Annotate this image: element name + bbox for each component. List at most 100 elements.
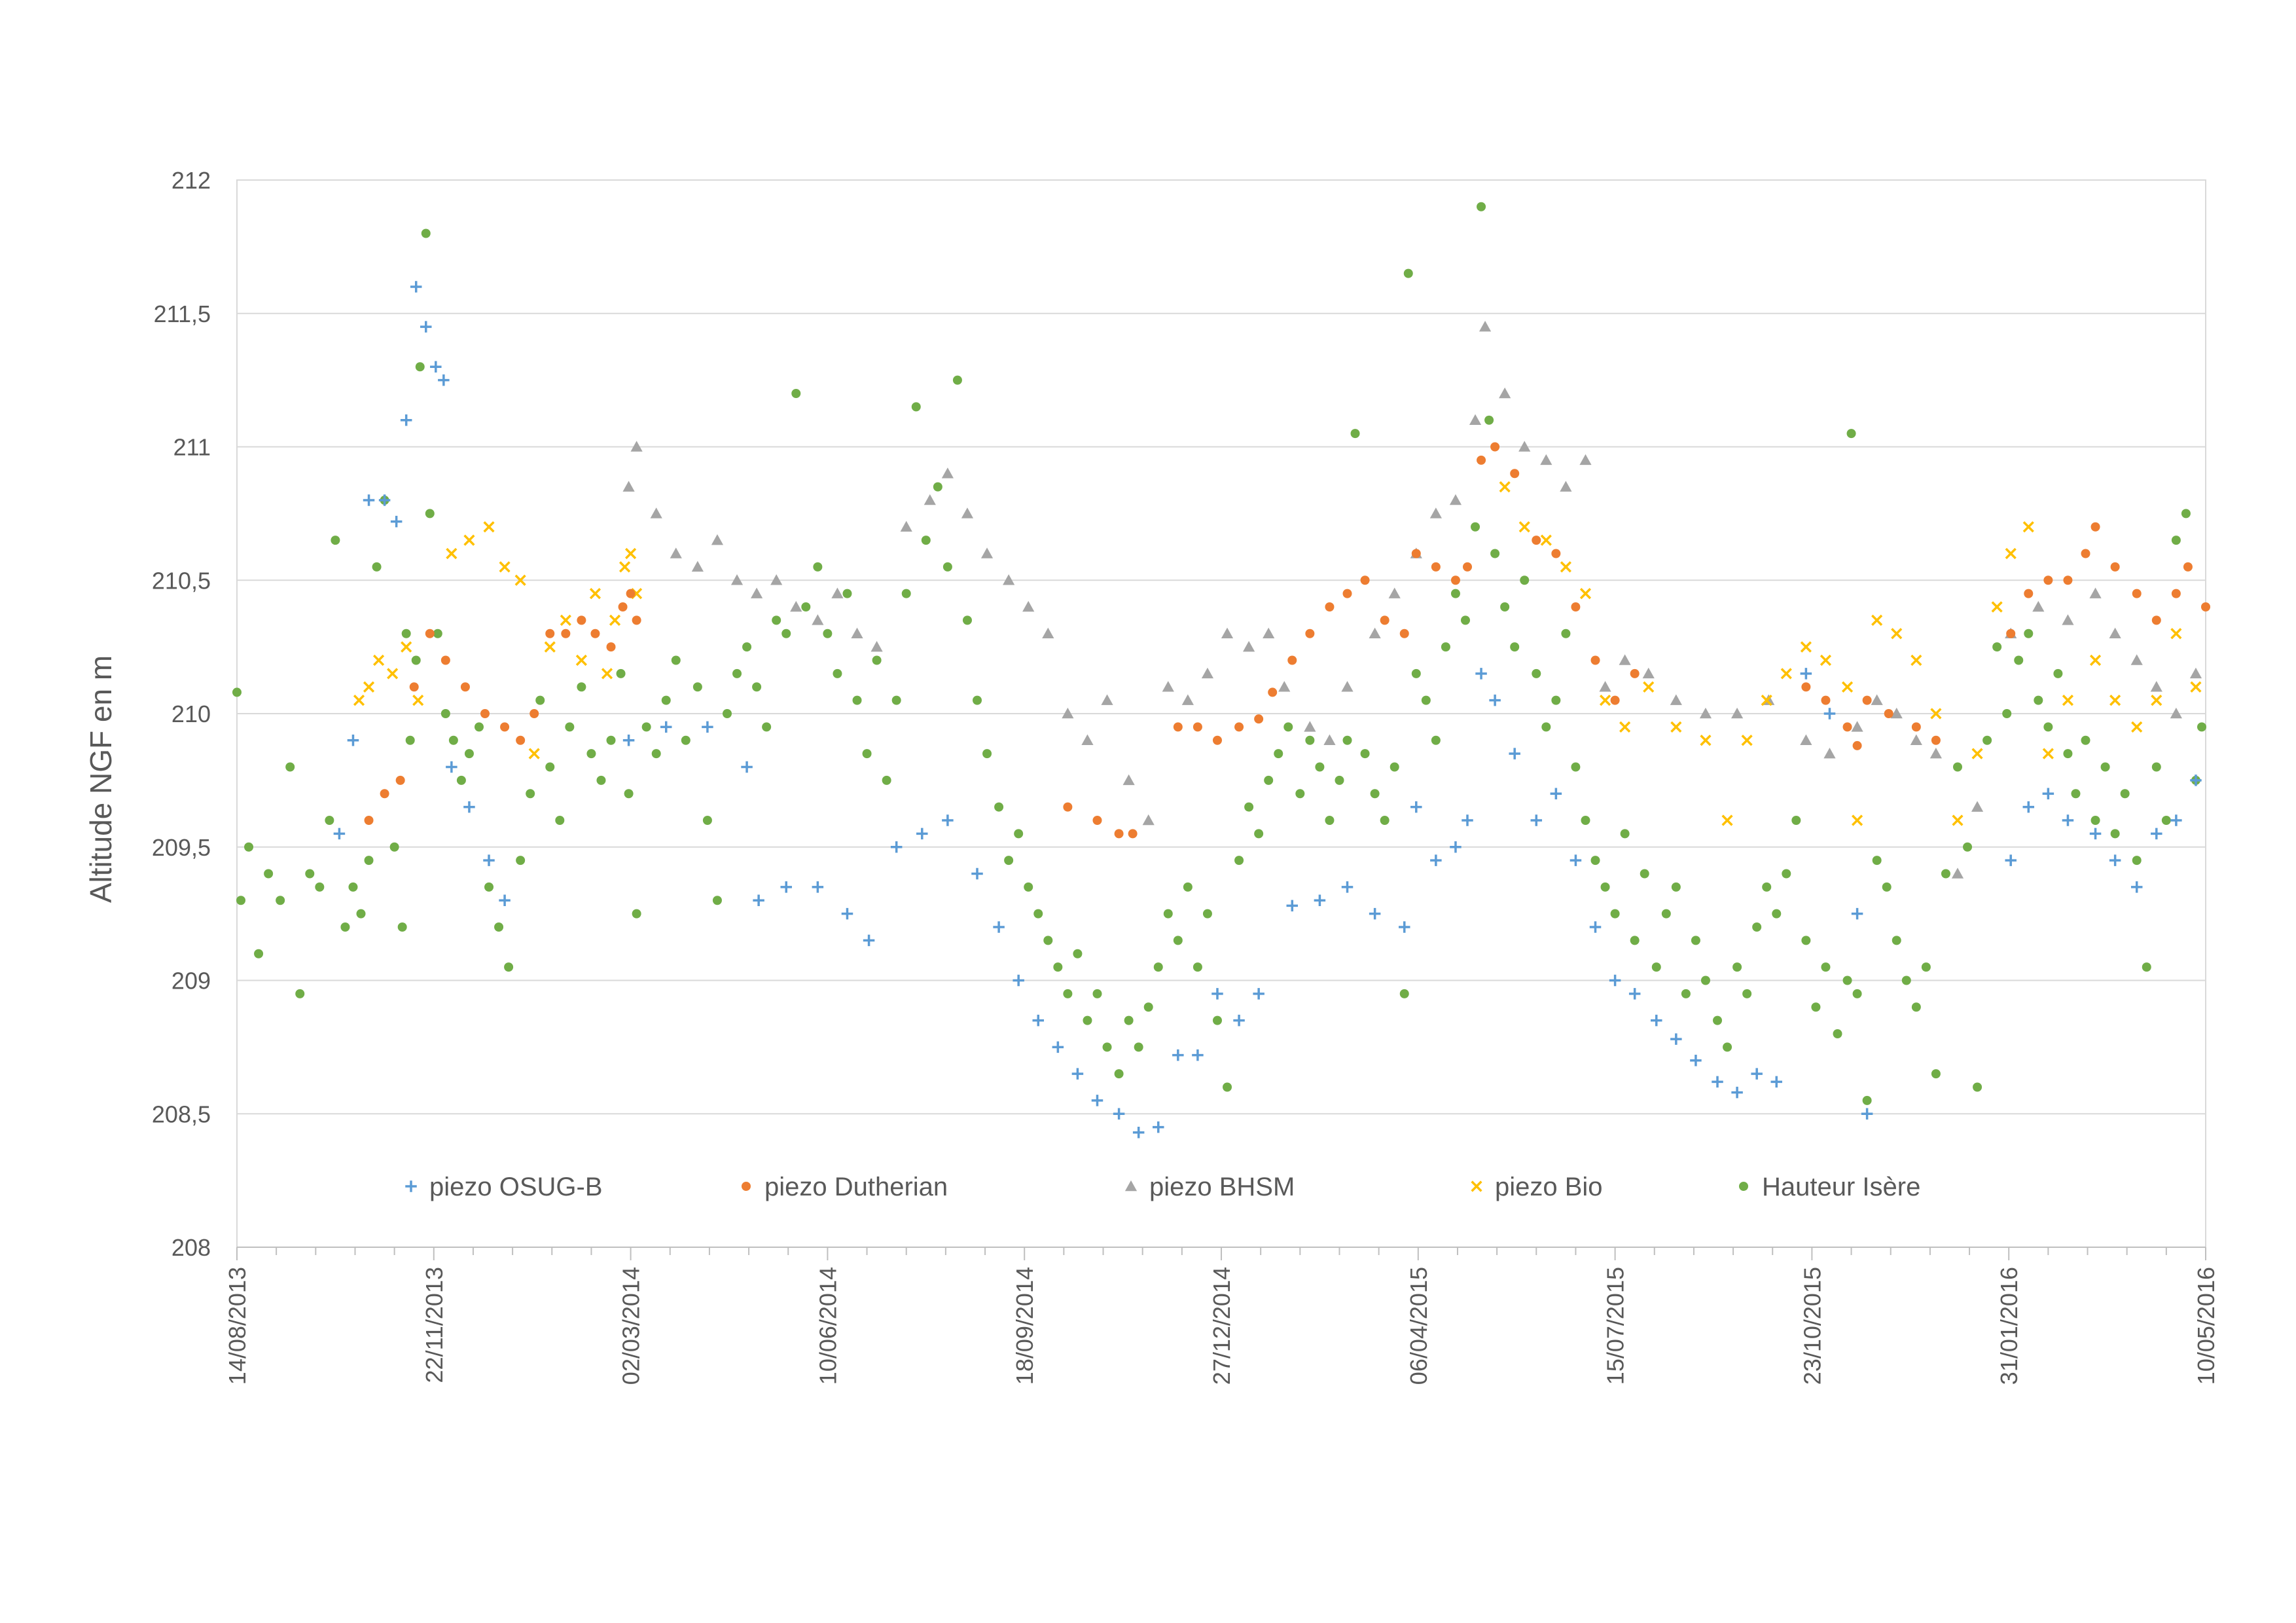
data-point bbox=[962, 615, 972, 625]
data-point bbox=[1910, 734, 1922, 746]
data-point bbox=[1731, 707, 1744, 719]
data-point bbox=[942, 562, 952, 572]
data-point bbox=[560, 614, 571, 626]
data-point bbox=[1471, 522, 1480, 532]
data-point bbox=[2190, 775, 2202, 786]
data-point bbox=[1852, 740, 1862, 750]
data-point bbox=[1450, 575, 1460, 585]
data-point bbox=[692, 682, 702, 692]
data-point bbox=[1628, 988, 1641, 1000]
data-point bbox=[1510, 469, 1520, 479]
data-point bbox=[1931, 1069, 1941, 1079]
data-point bbox=[1540, 454, 1552, 465]
data-point bbox=[870, 641, 883, 652]
data-point bbox=[1862, 1095, 1872, 1105]
data-point bbox=[1202, 909, 1212, 919]
data-point bbox=[1263, 627, 1275, 639]
data-point bbox=[1477, 455, 1486, 465]
data-point bbox=[753, 894, 764, 906]
data-point bbox=[1083, 1015, 1092, 1025]
data-point bbox=[1053, 962, 1063, 972]
data-point bbox=[660, 721, 672, 733]
data-point bbox=[535, 695, 545, 705]
data-point bbox=[2062, 614, 2074, 625]
data-point bbox=[982, 749, 992, 759]
data-point bbox=[1751, 1068, 1763, 1080]
data-point bbox=[1283, 722, 1293, 732]
data-point bbox=[1600, 882, 1610, 892]
data-point bbox=[2063, 575, 2073, 585]
data-point bbox=[1369, 907, 1381, 920]
data-point bbox=[1431, 562, 1441, 572]
data-point bbox=[711, 534, 724, 545]
data-point bbox=[295, 989, 305, 998]
data-point bbox=[1450, 589, 1460, 598]
data-point bbox=[1341, 881, 1354, 893]
data-point bbox=[446, 761, 457, 773]
data-point bbox=[1560, 481, 1572, 492]
data-point bbox=[504, 962, 514, 972]
data-point bbox=[2042, 748, 2054, 759]
data-point bbox=[474, 722, 484, 732]
data-point bbox=[395, 775, 405, 785]
data-point bbox=[364, 856, 374, 866]
data-point bbox=[1370, 789, 1380, 799]
data-point bbox=[1732, 962, 1742, 972]
data-point bbox=[630, 441, 643, 452]
data-point bbox=[1951, 867, 1964, 879]
data-point bbox=[1073, 949, 1083, 958]
data-point bbox=[1403, 268, 1413, 278]
data-point bbox=[1113, 1108, 1125, 1120]
data-point bbox=[1509, 748, 1520, 759]
data-point bbox=[1851, 907, 1863, 920]
data-point bbox=[1800, 641, 1812, 653]
data-point bbox=[460, 682, 470, 692]
data-point bbox=[1052, 1041, 1064, 1053]
data-point bbox=[2201, 602, 2210, 611]
data-point bbox=[1690, 1055, 1702, 1067]
data-point bbox=[1500, 602, 1510, 611]
data-point bbox=[862, 749, 872, 759]
data-point bbox=[901, 589, 911, 598]
data-point bbox=[577, 615, 586, 625]
data-point bbox=[1992, 642, 2002, 652]
data-point bbox=[2151, 828, 2162, 840]
data-point bbox=[1173, 936, 1183, 945]
data-point bbox=[1581, 816, 1590, 825]
data-point bbox=[1841, 681, 1854, 693]
data-point bbox=[852, 695, 862, 705]
data-point bbox=[823, 629, 833, 638]
data-point bbox=[586, 749, 596, 759]
data-point bbox=[2110, 829, 2120, 839]
data-point bbox=[1681, 989, 1691, 998]
y-tick-label: 209,5 bbox=[152, 834, 211, 861]
data-point bbox=[1884, 709, 1893, 718]
data-point bbox=[1971, 748, 1983, 759]
data-point bbox=[1620, 829, 1630, 839]
data-point bbox=[1570, 854, 1582, 866]
legend-label: piezo Bio bbox=[1495, 1173, 1603, 1201]
data-point bbox=[2043, 575, 2053, 585]
data-point bbox=[483, 854, 495, 866]
data-point bbox=[2189, 667, 2202, 679]
data-point bbox=[712, 896, 722, 905]
data-point bbox=[415, 362, 425, 372]
data-point bbox=[941, 467, 954, 479]
data-point bbox=[484, 882, 494, 892]
data-point bbox=[1430, 854, 1442, 866]
data-point bbox=[1973, 1082, 1982, 1092]
data-point bbox=[801, 602, 811, 611]
data-point bbox=[1153, 962, 1163, 972]
data-point bbox=[1102, 1042, 1112, 1052]
data-point bbox=[448, 735, 458, 745]
data-point bbox=[2130, 881, 2143, 893]
data-point bbox=[1124, 1015, 1134, 1025]
data-point bbox=[1551, 549, 1561, 558]
data-point bbox=[2063, 749, 2073, 759]
data-point bbox=[1441, 642, 1450, 652]
y-tick-label: 211 bbox=[173, 434, 211, 461]
data-point bbox=[702, 721, 713, 733]
data-point bbox=[1823, 748, 1836, 759]
data-point bbox=[882, 775, 891, 785]
data-point bbox=[483, 521, 495, 533]
